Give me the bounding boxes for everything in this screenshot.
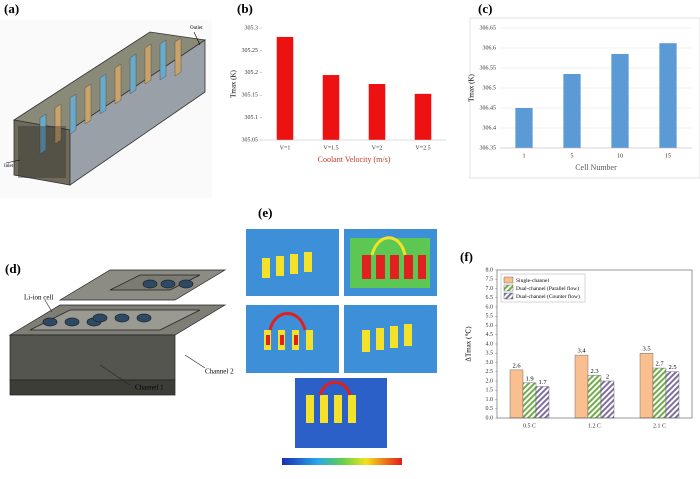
y-tick-label: 3.5 <box>486 351 494 357</box>
y-tick-label: 5.5 <box>486 314 494 320</box>
value-label: 2.7 <box>655 361 664 368</box>
legend-swatch <box>503 284 514 292</box>
value-label: 1.7 <box>538 379 547 386</box>
y-tick-label: 4.0 <box>486 341 494 347</box>
value-label: 3.5 <box>642 346 650 353</box>
bar <box>587 375 602 419</box>
y-tick-label: 1.0 <box>486 397 494 403</box>
legend-label: Dual-channel (Counter flow) <box>516 293 580 300</box>
bar <box>322 75 340 140</box>
x-tick-label: V=1 <box>280 145 291 151</box>
legend-label: Dual-channel (Parallel flow) <box>516 285 579 292</box>
y-tick-label: 5.0 <box>486 323 494 329</box>
channel-1-label: Channel 1 <box>135 384 164 392</box>
panel-label: (c) <box>478 1 492 16</box>
y-tick-label: 305.2 <box>245 70 259 76</box>
x-tick-label: 0.5 C <box>523 423 536 429</box>
y-tick-label: 3.0 <box>486 360 494 366</box>
panel-label: (b) <box>237 1 253 16</box>
y-tick-label: 306.4 <box>483 125 497 131</box>
bar <box>574 354 589 419</box>
outlet-label: Outlet <box>190 26 203 31</box>
value-label: 3.4 <box>577 348 586 355</box>
y-tick-label: 306.5 <box>483 85 497 91</box>
y-axis-label: ΔTmax (℃) <box>465 326 473 362</box>
x-tick-label: 10 <box>617 153 623 159</box>
bar <box>665 371 680 419</box>
x-axis-label: Cell Number <box>575 163 617 172</box>
y-tick-label: 305.15 <box>242 93 259 99</box>
y-tick-label: 6.0 <box>486 304 494 310</box>
y-tick-label: 305.25 <box>242 48 259 54</box>
y-tick-label: 305.3 <box>245 25 259 31</box>
legend-swatch <box>503 292 514 300</box>
x-tick-label: V=1.5 <box>323 145 338 151</box>
panel-frame <box>469 17 700 179</box>
y-tick-label: 7.0 <box>486 286 494 292</box>
x-tick-label: 15 <box>665 153 671 159</box>
legend-swatch <box>503 276 514 284</box>
x-tick-label: 1 <box>523 153 526 159</box>
channel-drawing <box>8 269 227 396</box>
panel-label: (f) <box>460 249 473 264</box>
y-tick-label: 2.5 <box>486 369 494 375</box>
channel-2-label: Channel 2 <box>205 368 234 376</box>
y-tick-label: 0.5 <box>486 406 494 412</box>
panel-label: (a) <box>4 1 19 16</box>
module-drawing <box>0 20 212 198</box>
bar <box>600 380 615 419</box>
bar <box>652 367 667 419</box>
bar <box>659 43 677 149</box>
y-tick-label: 1.5 <box>486 388 494 394</box>
cell-label: Li-ion cell <box>24 294 53 302</box>
value-label: 2.6 <box>512 362 521 369</box>
x-tick-label: V=2 <box>372 145 383 151</box>
x-tick-label: 1.2 C <box>588 423 601 429</box>
legend-box <box>500 273 586 303</box>
y-axis-label: Tmax (K) <box>468 73 476 101</box>
legend-label: Single-channel <box>516 278 549 284</box>
x-tick-label: 2.1 C <box>653 423 666 429</box>
bar <box>611 54 629 148</box>
plot-frame <box>496 269 693 419</box>
bar <box>563 74 581 148</box>
value-label: 1.9 <box>525 375 533 382</box>
y-tick-label: 305.1 <box>245 115 259 121</box>
bar <box>639 353 654 419</box>
y-tick-label: 306.55 <box>480 65 497 71</box>
y-tick-label: 0.0 <box>486 415 494 421</box>
bar <box>276 36 294 140</box>
bar <box>515 108 533 148</box>
bar <box>522 382 537 419</box>
y-axis-label: Tmax (K) <box>230 69 238 97</box>
y-tick-label: 4.5 <box>486 332 494 338</box>
x-axis-label: Coolant Velocity (m/s) <box>318 155 391 164</box>
y-tick-label: 305.05 <box>242 137 259 143</box>
y-tick-label: 306.35 <box>480 145 497 151</box>
value-label: 2.3 <box>590 368 598 375</box>
y-tick-label: 306.45 <box>480 105 497 111</box>
inlet-label: Inlet <box>4 164 14 169</box>
bar <box>509 369 524 419</box>
panel-label: (d) <box>5 261 21 276</box>
x-tick-label: V=2.5 <box>415 145 430 151</box>
value-label: 2.5 <box>668 364 676 371</box>
bar <box>535 386 550 419</box>
panel-label: (e) <box>258 205 272 220</box>
value-label: 2 <box>606 373 609 380</box>
y-tick-label: 2.0 <box>486 378 494 384</box>
x-tick-label: 5 <box>571 153 574 159</box>
y-tick-label: 306.6 <box>483 45 497 51</box>
contour-images <box>246 229 437 465</box>
y-tick-label: 7.5 <box>486 277 494 283</box>
y-tick-label: 8.0 <box>486 267 494 273</box>
bar <box>414 93 432 140</box>
y-tick-label: 306.65 <box>480 25 497 31</box>
y-tick-label: 6.5 <box>486 295 494 301</box>
bar <box>368 84 386 140</box>
